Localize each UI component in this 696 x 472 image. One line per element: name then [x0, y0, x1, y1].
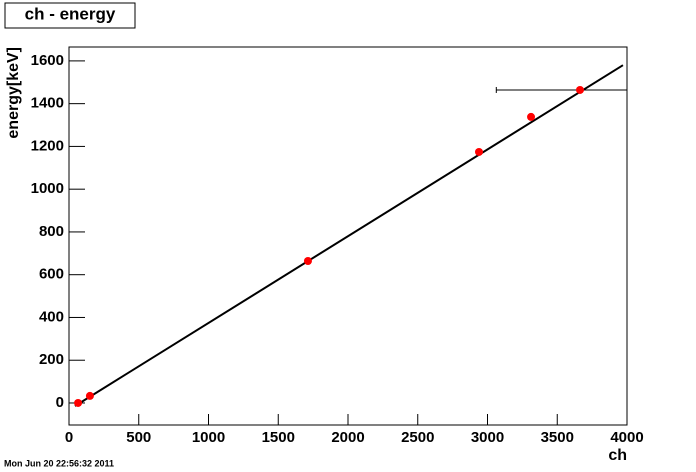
y-tick-label: 0: [56, 394, 64, 411]
point: [85, 391, 94, 400]
point: [575, 85, 584, 94]
chart-title: ch - energy: [25, 4, 116, 23]
y-tick-label: 400: [39, 308, 64, 325]
title-box: [4, 2, 136, 29]
point: [74, 398, 83, 407]
x-tick-label: 3000: [471, 429, 504, 446]
x-axis-label: ch: [608, 447, 627, 464]
x-tick-label: 1000: [192, 429, 225, 446]
y-tick-label: 200: [39, 351, 64, 368]
x-tick-label: 2000: [331, 429, 364, 446]
y-tick-label: 1400: [31, 95, 64, 112]
y-axis-label: energy[keV]: [5, 47, 22, 139]
point: [303, 257, 312, 266]
y-tick-label: 600: [39, 266, 64, 283]
x-tick-label: 3500: [541, 429, 574, 446]
x-tick-label: 2500: [401, 429, 434, 446]
y-tick-label: 1200: [31, 137, 64, 154]
x-tick-label: 500: [126, 429, 151, 446]
fit-line: [74, 64, 624, 407]
x-tick-label: 1500: [262, 429, 295, 446]
x-tick-label: 0: [65, 429, 73, 446]
x-tick-label: 4000: [610, 429, 643, 446]
y-tick-label: 1000: [31, 180, 64, 197]
point: [474, 147, 483, 156]
y-tick-label: 1600: [31, 52, 64, 69]
point: [527, 112, 536, 121]
y-tick-label: 800: [39, 223, 64, 240]
timestamp: Mon Jun 20 22:56:32 2011: [4, 458, 114, 468]
